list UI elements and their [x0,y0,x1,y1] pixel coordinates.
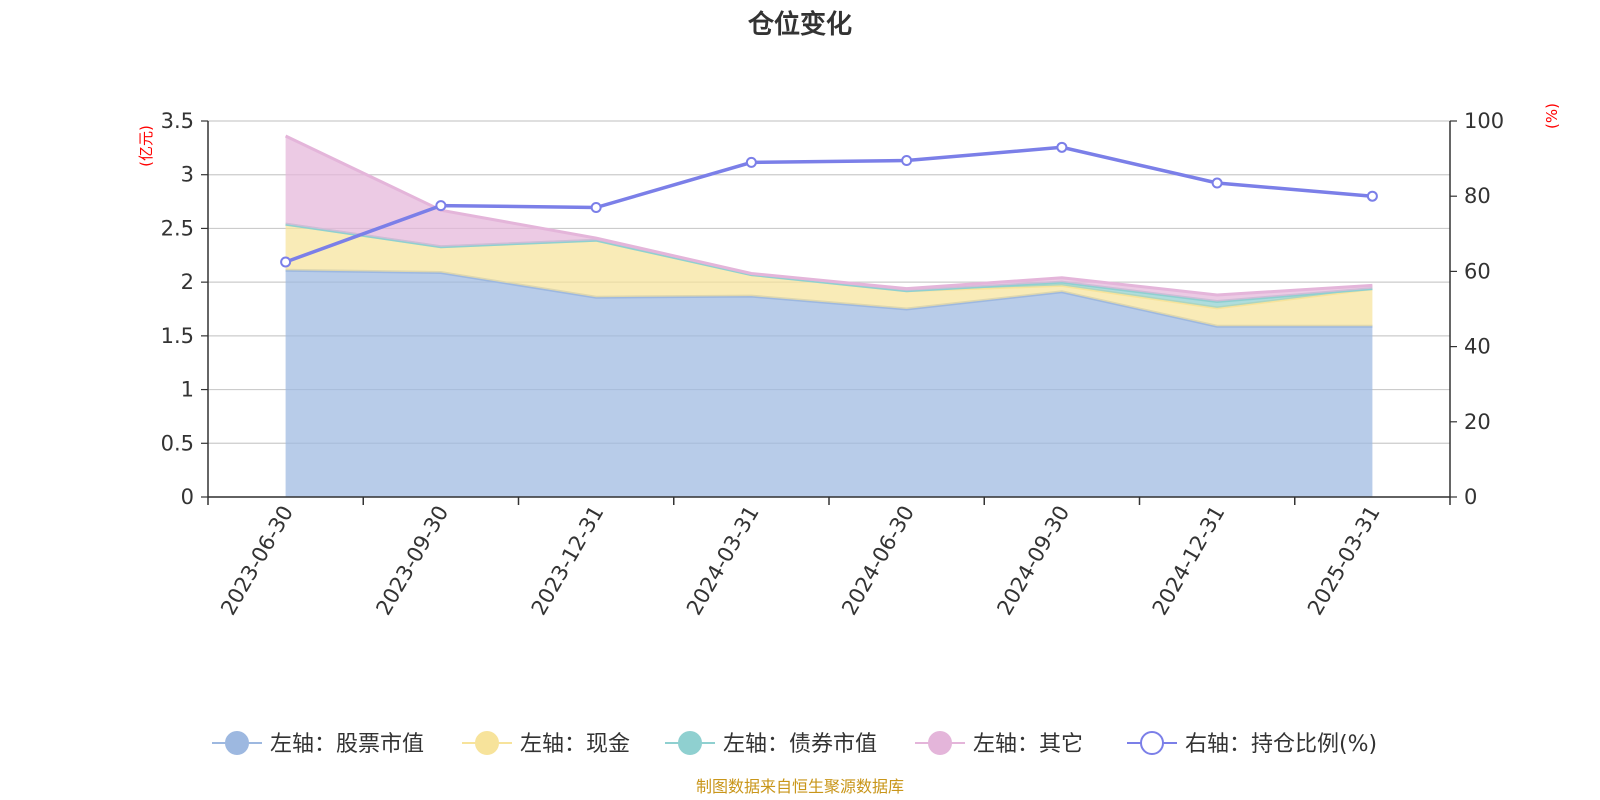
x-tick-label: 2024-12-31 [1148,502,1230,620]
cash-legend-marker [475,731,499,755]
x-tick-label: 2024-03-31 [682,502,764,620]
ratio-point [1211,177,1223,189]
right-tick-label: 40 [1464,335,1491,359]
x-tick-label: 2023-06-30 [216,502,298,620]
right-tick-label: 0 [1464,485,1477,509]
ratio-legend-marker [1140,731,1164,755]
left-tick-label: 2 [181,270,194,294]
ratio-point [901,154,913,166]
ratio-line-path [285,145,1373,264]
chart-title: 仓位变化 [747,9,852,40]
left-tick-label: 2.5 [161,216,194,240]
right-tick-label: 80 [1464,184,1491,208]
right-axis-unit: (%) [1543,103,1561,129]
ratio-point [1056,141,1068,153]
left-tick-label: 1.5 [161,324,194,348]
right-tick-label: 20 [1464,410,1491,434]
stock-legend-label: 左轴：股票市值 [270,732,424,757]
bond-legend-label: 左轴：债券市值 [723,732,877,757]
left-tick-label: 1 [181,378,194,402]
stock-legend-marker [225,731,249,755]
legend: 左轴：股票市值 左轴：现金 左轴：债券市值 左轴：其它 右轴：持仓比例(%) [212,731,1377,757]
x-tick-label: 2024-06-30 [837,502,919,620]
ratio-point [745,156,757,168]
right-tick-label: 100 [1464,109,1504,133]
stacked-areas [284,134,1373,497]
left-tick-label: 0 [181,485,194,509]
x-tick-label: 2025-03-31 [1303,502,1385,620]
x-tick-label: 2023-12-31 [527,502,609,620]
x-tick-label: 2024-09-30 [992,502,1074,620]
holding-ratio-line [280,141,1378,268]
other-legend-marker [928,731,952,755]
stock-area [285,270,1373,497]
left-tick-label: 0.5 [161,431,194,455]
ratio-point [435,200,447,212]
other-edge [284,134,1373,297]
left-axis-unit: (亿元) [137,125,155,167]
ratio-point [280,256,292,268]
ratio-point [1366,190,1378,202]
ratio-legend-label: 右轴：持仓比例(%) [1185,732,1377,757]
bond-legend-marker [678,731,702,755]
ratio-point [590,201,602,213]
cash-legend-label: 左轴：现金 [520,732,630,757]
data-source-note: 制图数据来自恒生聚源数据库 [696,777,904,796]
right-tick-label: 60 [1464,259,1491,283]
x-tick-label: 2023-09-30 [371,502,453,620]
left-tick-label: 3 [181,163,194,187]
other-legend-label: 左轴：其它 [973,732,1083,757]
cash-area [285,224,1373,327]
left-tick-label: 3.5 [161,109,194,133]
